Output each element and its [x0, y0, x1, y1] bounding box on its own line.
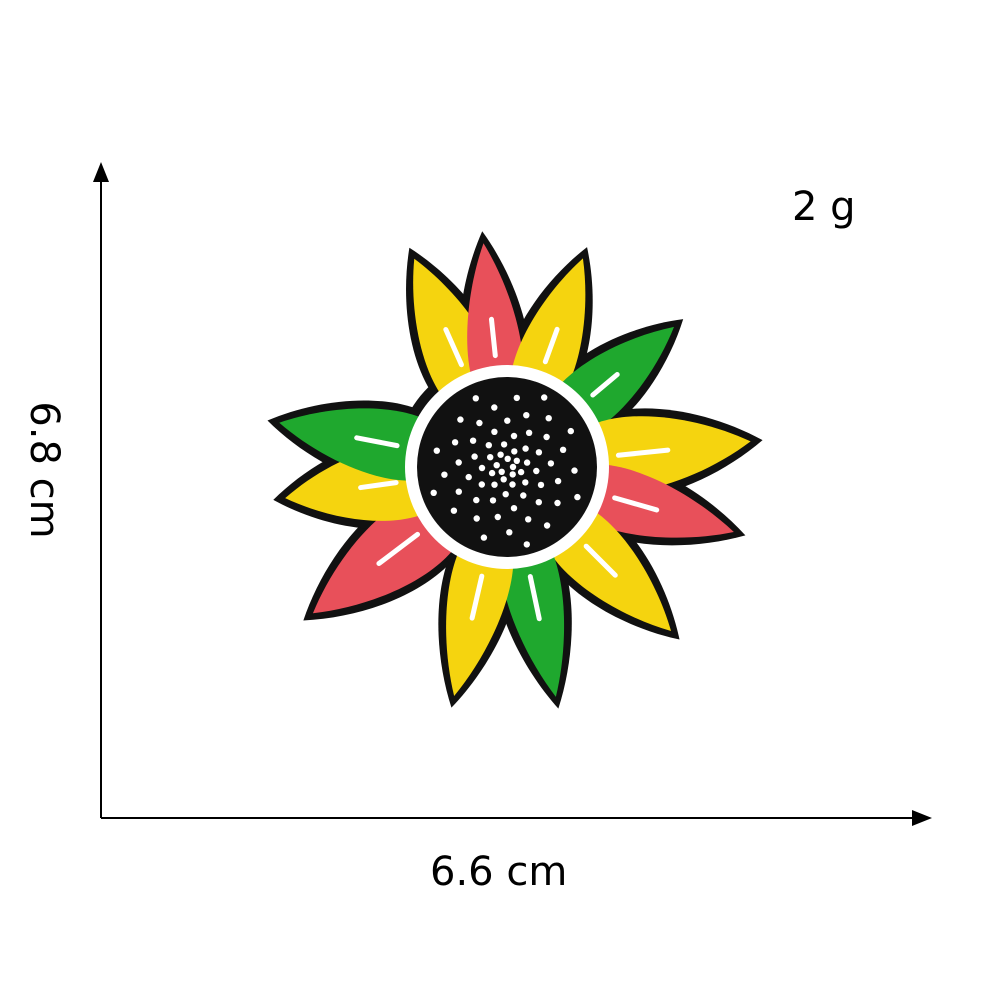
sunflower-patch-icon — [267, 231, 763, 709]
width-label: 6.6 cm — [430, 849, 568, 895]
weight-label: 2 g — [792, 184, 856, 230]
dimension-axes — [93, 162, 932, 826]
height-label: 6.8 cm — [21, 401, 67, 539]
seed-dots — [430, 394, 581, 548]
